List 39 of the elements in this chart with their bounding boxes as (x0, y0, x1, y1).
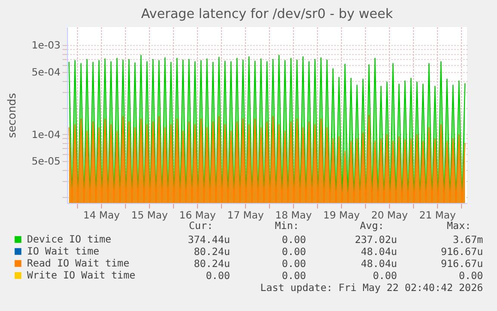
x-tick-label: 17 May (227, 210, 264, 222)
text: 237.02u (354, 235, 397, 246)
text: Max: (446, 221, 471, 232)
y-tick-label: 5e-04 (32, 68, 60, 79)
legend-label: IO Wait time (27, 246, 100, 258)
x-tick-label: 20 May (371, 210, 408, 222)
text: 0.00 (282, 247, 306, 258)
text: 48.04u (360, 247, 397, 258)
text: 80.24u (194, 259, 230, 270)
text: 3.67m (452, 235, 483, 246)
x-tick-label: 21 May (419, 210, 456, 222)
text: Min: (274, 221, 299, 232)
text: 374.44u (188, 235, 230, 246)
y-tick-label: 1e-04 (32, 130, 60, 141)
legend-label: Write IO Wait time (27, 270, 136, 282)
text: Cur: (188, 221, 213, 232)
text: Avg: (360, 221, 384, 232)
text: 0.00 (458, 271, 483, 282)
text: 48.04u (360, 259, 397, 270)
y-axis-title: seconds (6, 92, 19, 138)
text: 0.00 (282, 271, 306, 282)
text: 916.67u (440, 259, 483, 270)
y-tick-label: 5e-05 (32, 156, 60, 168)
legend-label: Read IO Wait time (27, 258, 130, 270)
text: Last update: Fri May 22 02:40:42 2026 (260, 283, 483, 294)
x-tick-label: 19 May (323, 210, 360, 222)
x-tick-label: 16 May (179, 210, 216, 222)
y-tick-label: 1e-03 (32, 40, 60, 52)
text: 80.24u (194, 247, 230, 258)
x-tick-label: 18 May (275, 210, 312, 222)
text: 0.00 (282, 235, 306, 246)
x-tick-label: 14 May (83, 210, 120, 222)
text: 0.00 (206, 271, 230, 282)
text: 0.00 (372, 271, 397, 282)
x-tick-label: 15 May (131, 210, 168, 222)
chart-title: Average latency for /dev/sr0 - by week (141, 7, 394, 22)
text: 0.00 (282, 259, 306, 270)
legend-label: Device IO time (27, 234, 112, 246)
text: 916.67u (440, 247, 483, 258)
